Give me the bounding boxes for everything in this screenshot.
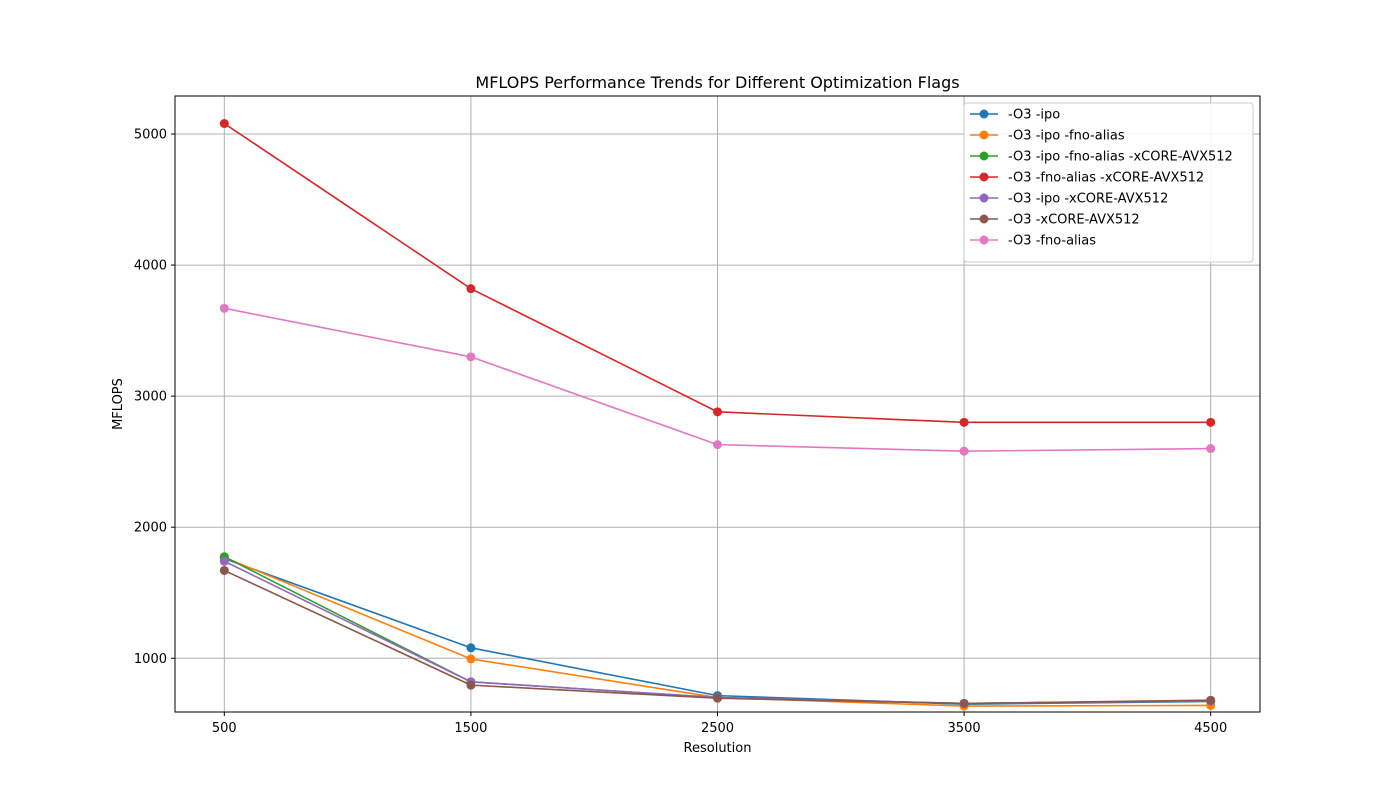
x-tick-label: 2500 (701, 721, 734, 736)
data-point (959, 446, 969, 456)
y-axis-title: MFLOPS (111, 378, 126, 430)
legend-marker (979, 235, 989, 245)
data-point (713, 693, 722, 703)
legend-marker (979, 151, 989, 161)
y-tick-label: 4000 (134, 259, 167, 274)
series-6 (219, 565, 1216, 708)
legend-item[interactable]: -O3 -fno-alias (970, 234, 1096, 249)
legend-item[interactable]: -O3 -ipo (970, 108, 1060, 123)
legend-item[interactable]: -O3 -xCORE-AVX512 (970, 213, 1140, 228)
series-7 (219, 303, 1216, 456)
legend-box (963, 102, 1254, 263)
y-tick-label: 5000 (134, 128, 167, 143)
legend-label: -O3 -ipo -fno-alias -xCORE-AVX512 (1008, 150, 1233, 165)
legend-marker (979, 214, 989, 224)
legend-label: -O3 -xCORE-AVX512 (1008, 213, 1140, 228)
chart-title: MFLOPS Performance Trends for Different … (475, 73, 959, 92)
x-axis: 500 1500 2500 3500 4500 (212, 712, 1227, 736)
data-point (1206, 417, 1216, 427)
legend-marker (979, 172, 989, 182)
y-tick-label: 3000 (134, 390, 167, 405)
legend-marker (979, 193, 989, 203)
data-point (466, 654, 476, 664)
data-point (466, 643, 476, 653)
legend-label: -O3 -fno-alias (1008, 234, 1096, 249)
x-tick-label: 4500 (1194, 721, 1227, 736)
data-point (466, 284, 476, 294)
x-tick-label: 3500 (948, 721, 981, 736)
x-tick-label: 500 (212, 721, 237, 736)
legend-item[interactable]: -O3 -ipo -fno-alias -xCORE-AVX512 (970, 150, 1233, 165)
data-point (1206, 695, 1216, 705)
legend-label: -O3 -ipo -xCORE-AVX512 (1008, 192, 1168, 207)
series-layer (219, 119, 1216, 711)
data-point (959, 417, 969, 427)
data-point (219, 565, 229, 575)
x-tick-label: 1500 (454, 721, 487, 736)
y-tick-label: 2000 (134, 521, 167, 536)
data-point (959, 698, 969, 708)
data-point (466, 352, 476, 362)
data-point (1206, 444, 1216, 454)
data-point (219, 119, 229, 129)
series-4 (219, 119, 1216, 427)
legend[interactable]: -O3 -ipo -O3 -ipo -fno-alias -O3 -ipo -fno… (963, 102, 1254, 263)
data-point (713, 407, 722, 417)
x-axis-title: Resolution (684, 741, 752, 756)
data-point (466, 680, 476, 690)
legend-item[interactable]: -O3 -fno-alias -xCORE-AVX512 (970, 171, 1204, 186)
legend-item[interactable]: -O3 -ipo -xCORE-AVX512 (970, 192, 1168, 207)
y-axis: 1000 2000 3000 4000 5000 (134, 128, 175, 667)
legend-item[interactable]: -O3 -ipo -fno-alias (970, 129, 1125, 144)
legend-label: -O3 -ipo (1008, 108, 1060, 123)
legend-label: -O3 -fno-alias -xCORE-AVX512 (1008, 171, 1204, 186)
legend-marker (979, 109, 989, 119)
legend-label: -O3 -ipo -fno-alias (1008, 129, 1125, 144)
data-point (219, 303, 229, 313)
y-tick-label: 1000 (134, 652, 167, 667)
data-point (713, 440, 722, 450)
data-point (219, 556, 229, 566)
legend-marker (979, 130, 989, 140)
